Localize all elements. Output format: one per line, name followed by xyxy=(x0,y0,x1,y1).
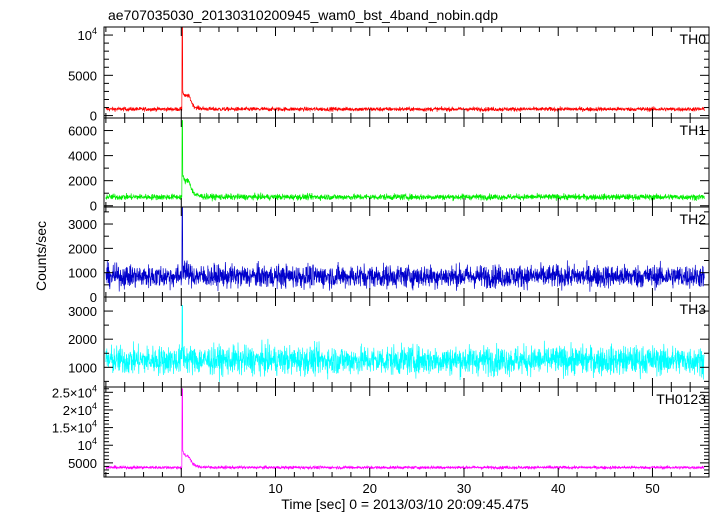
x-axis-label: Time [sec] 0 = 2013/03/10 20:09:45.475 xyxy=(281,496,529,512)
y-tick-label: 3000 xyxy=(68,217,97,232)
chart-title: ae707035030_20130310200945_wam0_bst_4ban… xyxy=(108,7,498,23)
series-line-th0123 xyxy=(105,388,705,471)
y-tick-label: 0 xyxy=(90,290,97,305)
x-tick-label: 50 xyxy=(645,481,659,496)
panel-frame xyxy=(103,386,710,478)
series-line-th3 xyxy=(105,305,705,382)
y-tick-label: 2000 xyxy=(68,332,97,347)
y-tick-label: 5000 xyxy=(68,68,97,83)
y-tick-label: 2000 xyxy=(68,174,97,189)
panel-frame xyxy=(103,26,710,119)
y-tick-label: 1000 xyxy=(68,266,97,281)
y-tick-label: 3000 xyxy=(68,304,97,319)
panel-label: TH3 xyxy=(680,301,707,317)
panel-th3: 1000 2000 3000 TH3 xyxy=(68,296,710,388)
panel-frame xyxy=(103,117,710,208)
panel-th1: 0 2000 4000 6000 TH1 xyxy=(68,117,710,214)
x-tick-label: 30 xyxy=(457,481,471,496)
panel-label: TH0123 xyxy=(656,391,706,407)
x-tick-label: 40 xyxy=(551,481,565,496)
y-tick-label: 104 xyxy=(78,26,97,43)
y-tick-label: 2×104 xyxy=(63,401,97,418)
y-tick-label: 6000 xyxy=(68,124,97,139)
panel-th2: 0 1000 2000 3000 TH2 xyxy=(68,206,710,305)
panel-label: TH2 xyxy=(680,211,707,227)
y-axis-label: Counts/sec xyxy=(33,221,49,291)
y-tick-label: 0 xyxy=(90,199,97,214)
y-tick-label: 5000 xyxy=(68,456,97,471)
y-tick-label: 1000 xyxy=(68,360,97,375)
x-tick-label: 0 xyxy=(178,481,185,496)
x-tick-label: 10 xyxy=(268,481,282,496)
y-tick-label: 4000 xyxy=(68,149,97,164)
y-tick-label: 1.5×104 xyxy=(52,419,97,436)
y-tick-label: 2000 xyxy=(68,241,97,256)
y-tick-label: 104 xyxy=(78,436,97,453)
y-tick-label: 0 xyxy=(90,109,97,124)
series-line-th1 xyxy=(105,120,705,202)
panel-th0: 0 5000 104 TH0 xyxy=(68,26,710,124)
panel-label: TH0 xyxy=(680,31,707,47)
panel-label: TH1 xyxy=(680,122,707,138)
x-tick-label: 20 xyxy=(363,481,377,496)
series-line-th0 xyxy=(105,26,705,113)
y-tick-label: 2.5×104 xyxy=(52,383,97,400)
series-line-th2 xyxy=(105,206,705,292)
panel-frame xyxy=(103,296,710,388)
